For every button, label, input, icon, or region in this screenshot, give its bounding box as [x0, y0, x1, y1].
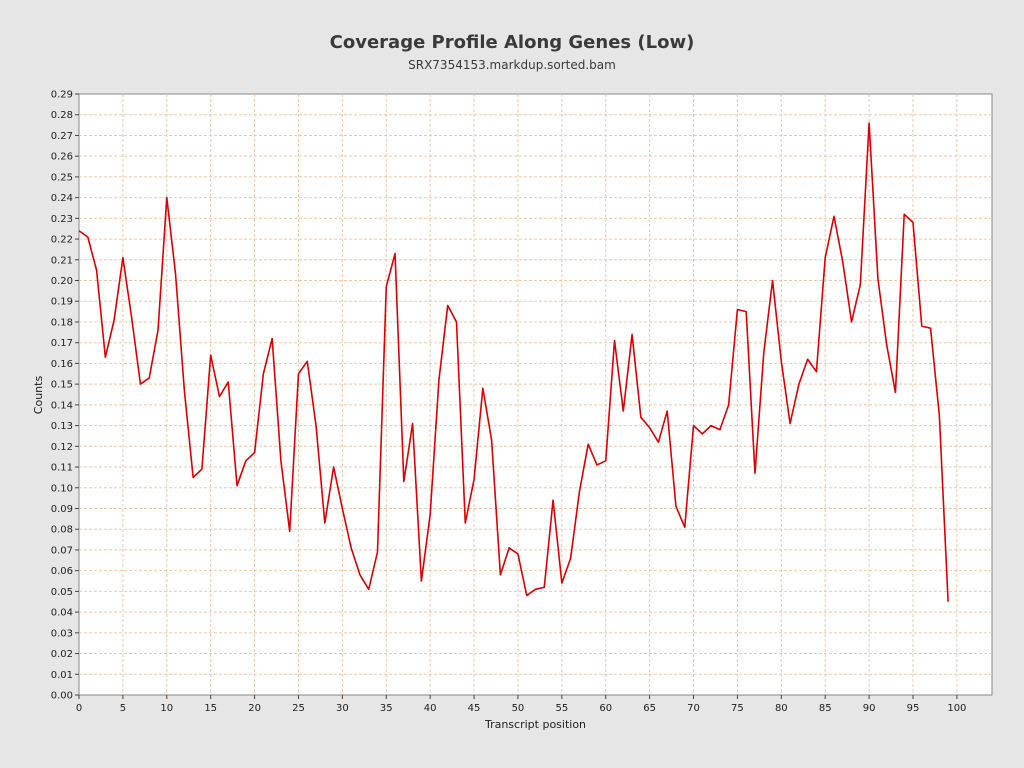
y-tick-label: 0.12 [51, 442, 73, 453]
x-tick-label: 85 [819, 703, 832, 714]
y-tick-label: 0.18 [51, 317, 73, 328]
x-tick-label: 50 [512, 703, 525, 714]
x-tick-label: 95 [907, 703, 920, 714]
plot-area [78, 93, 993, 696]
y-tick-label: 0.29 [51, 90, 73, 101]
y-tick-label: 0.28 [51, 110, 73, 121]
x-tick-label: 80 [775, 703, 788, 714]
y-tick-label: 0.22 [51, 235, 73, 246]
x-tick-label: 35 [380, 703, 393, 714]
axes: 0.00 0.01 0.02 0.03 0.04 0.05 0.06 0.07 0.08 0.09… [51, 90, 967, 715]
y-tick-label: 0.17 [51, 338, 73, 349]
x-tick-label: 5 [120, 703, 126, 714]
y-tick-label: 0.14 [51, 400, 73, 411]
chart-subtitle: SRX7354153.markdup.sorted.bam [408, 58, 616, 72]
y-tick-label: 0.26 [51, 152, 73, 163]
series-line [78, 122, 949, 602]
x-tick-label: 55 [555, 703, 568, 714]
x-tick-label: 20 [248, 703, 261, 714]
x-tick-label: 75 [731, 703, 744, 714]
y-tick-label: 0.03 [51, 628, 73, 639]
x-axis-label: Transcript position [484, 718, 586, 731]
y-tick-label: 0.25 [51, 172, 73, 183]
y-tick-label: 0.11 [51, 463, 73, 474]
x-tick-label: 15 [204, 703, 217, 714]
y-tick-label: 0.27 [51, 131, 73, 142]
x-tick-label: 0 [76, 703, 82, 714]
chart-title: Coverage Profile Along Genes (Low) [330, 32, 695, 53]
grid-lines [79, 94, 992, 695]
x-tick-label: 10 [160, 703, 173, 714]
x-tick-label: 70 [687, 703, 700, 714]
y-tick-label: 0.23 [51, 214, 73, 225]
y-tick-label: 0.13 [51, 421, 73, 432]
x-tick-label: 65 [643, 703, 656, 714]
x-tick-label: 90 [863, 703, 876, 714]
x-tick-label: 25 [292, 703, 305, 714]
y-tick-label: 0.06 [51, 566, 73, 577]
y-tick-label: 0.05 [51, 587, 73, 598]
y-tick-label: 0.02 [51, 649, 73, 660]
y-tick-label: 0.00 [51, 691, 73, 702]
x-tick-label: 40 [424, 703, 437, 714]
y-tick-label: 0.15 [51, 380, 73, 391]
y-tick-label: 0.16 [51, 359, 73, 370]
y-tick-label: 0.04 [51, 608, 73, 619]
series-layer [78, 122, 949, 602]
y-tick-label: 0.24 [51, 193, 73, 204]
y-tick-label: 0.09 [51, 504, 73, 515]
x-tick-label: 30 [336, 703, 349, 714]
x-tick-label: 60 [599, 703, 612, 714]
y-axis-label: Counts [32, 376, 45, 415]
x-tick-label: 100 [947, 703, 966, 714]
y-tick-label: 0.21 [51, 255, 73, 266]
y-tick-label: 0.19 [51, 297, 73, 308]
y-tick-label: 0.07 [51, 545, 73, 556]
y-tick-label: 0.10 [51, 483, 73, 494]
y-tick-label: 0.01 [51, 670, 73, 681]
y-tick-label: 0.08 [51, 525, 73, 536]
y-tick-label: 0.20 [51, 276, 73, 287]
x-tick-label: 45 [468, 703, 481, 714]
